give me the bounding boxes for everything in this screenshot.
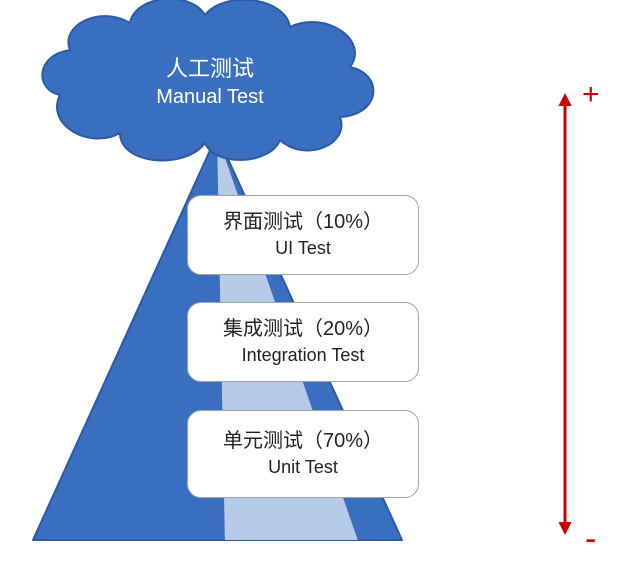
cloud-label-cn: 人工测试 (110, 55, 310, 84)
level-box-ui-cn: 界面测试（10%） (223, 209, 383, 236)
level-box-integration: 集成测试（20%）Integration Test (187, 302, 419, 382)
axis-minus-label: - (585, 520, 596, 559)
level-box-integration-cn: 集成测试（20%） (223, 316, 383, 343)
cloud-label: 人工测试 Manual Test (110, 55, 310, 110)
axis-arrow (558, 93, 571, 535)
level-box-unit: 单元测试（70%）Unit Test (187, 410, 419, 498)
level-box-integration-en: Integration Test (242, 343, 365, 367)
level-box-ui: 界面测试（10%）UI Test (187, 195, 419, 275)
axis-plus-label: + (582, 78, 600, 112)
cloud-label-en: Manual Test (110, 84, 310, 110)
level-box-unit-en: Unit Test (268, 455, 338, 479)
level-box-unit-cn: 单元测试（70%） (223, 428, 383, 455)
level-box-ui-en: UI Test (275, 236, 331, 260)
